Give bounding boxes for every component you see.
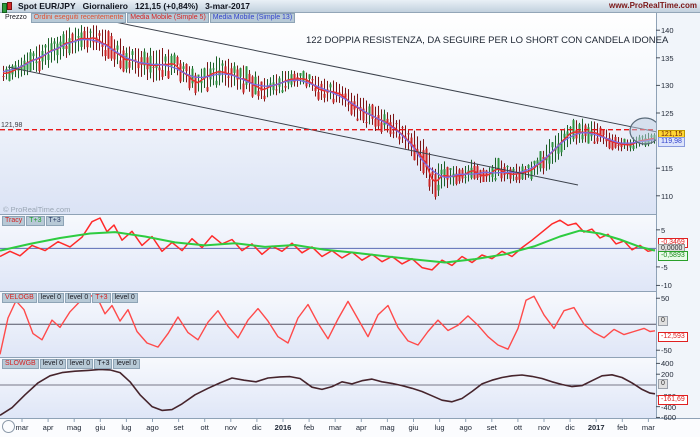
resistance-level-label: 121,98 (1, 121, 23, 129)
legend-chip-tracy-t+3[interactable]: T+3 (45, 216, 64, 226)
trendline-lower[interactable] (7, 66, 579, 186)
legend-chip-slowgb-slowgb[interactable]: SLOWGB (2, 359, 39, 369)
velogb-series-velogb[interactable] (0, 294, 656, 355)
slowgb-series-slowgb[interactable] (0, 368, 656, 416)
trendline-upper[interactable] (104, 19, 672, 135)
candlestick-app-icon (2, 1, 12, 13)
tracy-legend-row: Tracy T+3 T+3 (2, 216, 64, 226)
slowgb-plot (0, 368, 656, 416)
legend-chip-velogb-t+3[interactable]: T+3 (92, 293, 111, 303)
price-legend-row: Prezzo Ordini eseguiti recentemente Media … (2, 13, 296, 23)
tracy-plot (0, 217, 656, 271)
axis-border (0, 418, 700, 419)
ma-fast-line[interactable] (3, 37, 655, 183)
legend-chip-velogb-level-0[interactable]: level 0 (65, 293, 92, 303)
highlight-circle[interactable] (629, 117, 660, 145)
velogb-legend-row: VELOGB level 0 level 0 T+3 level 0 (2, 293, 138, 303)
legend-chip-velogb-level-0[interactable]: level 0 (111, 293, 138, 303)
panel-divider[interactable] (0, 357, 657, 358)
time-axis-strip[interactable] (0, 419, 700, 437)
panel-divider[interactable] (0, 291, 657, 292)
legend-chip-price-media-mobile-simple-13-[interactable]: Media Mobile (Simple 13) (209, 13, 296, 23)
timeframe-label: Giornaliero (82, 1, 128, 11)
panel-divider[interactable] (0, 214, 657, 215)
price-plot (0, 19, 672, 200)
slowgb-legend-row: SLOWGB level 0 level 0 T+3 level 0 (2, 359, 140, 369)
axis-border (656, 12, 657, 419)
legend-chip-price-ordini-eseguiti-recentemente[interactable]: Ordini eseguiti recentemente (30, 13, 127, 23)
last-price-change: 121,15 (+0,84%) (134, 1, 199, 11)
title-bar: Spot EUR/JPY Giornaliero 121,15 (+0,84%)… (0, 0, 700, 13)
velogb-plot (0, 294, 656, 355)
legend-chip-slowgb-level-0[interactable]: level 0 (66, 359, 94, 369)
legend-chip-velogb-velogb[interactable]: VELOGB (2, 293, 37, 303)
ma-slow-line[interactable] (2, 38, 655, 179)
legend-chip-velogb-level-0[interactable]: level 0 (37, 293, 65, 303)
tracy-series-t-3[interactable] (0, 229, 656, 264)
prorealtime-logo-icon[interactable] (2, 420, 15, 433)
price-axis-column[interactable] (657, 12, 700, 419)
session-date: 3-mar-2017 (205, 1, 250, 11)
legend-chip-slowgb-t+3[interactable]: T+3 (94, 359, 113, 369)
legend-chip-price-media-mobile-simple-5-[interactable]: Media Mobile (Simple 5) (127, 13, 209, 23)
legend-chip-price-prezzo[interactable]: Prezzo (5, 14, 27, 21)
analyst-annotation[interactable]: 122 DOPPIA RESISTENZA, DA SEGUIRE PER LO… (306, 35, 669, 46)
tracy-series-tracy[interactable] (0, 217, 656, 271)
prorealtime-watermark: © ProRealTime.com (3, 205, 71, 214)
legend-chip-tracy-t+3[interactable]: T+3 (26, 216, 45, 226)
instrument-title: Spot EUR/JPY (18, 1, 76, 11)
legend-chip-slowgb-level-0[interactable]: level 0 (39, 359, 66, 369)
legend-chip-tracy-tracy[interactable]: Tracy (2, 216, 26, 226)
website-link[interactable]: www.ProRealTime.com (608, 1, 697, 10)
legend-chip-slowgb-level-0[interactable]: level 0 (113, 359, 140, 369)
